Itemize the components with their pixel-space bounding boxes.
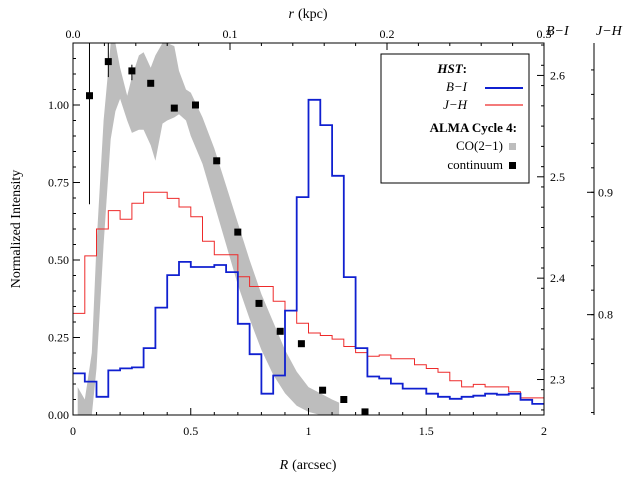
axes-ticks: 0 0.5 1 1.5 2 0.00 0.25 0.50 0.75 1.00 0.0 0.1 0.2 0.… — [48, 27, 613, 438]
x-tick-label-2: 2 — [541, 424, 547, 438]
right1-tick-label-2.3: 2.3 — [550, 373, 565, 387]
x-tick-label-1: 1 — [306, 424, 312, 438]
co-band — [77, 43, 340, 415]
legend-co-marker — [509, 143, 516, 150]
x-tick-label-1.5: 1.5 — [419, 424, 434, 438]
right1-tick-label-2.5: 2.5 — [550, 170, 565, 184]
continuum-point-8 — [255, 299, 263, 307]
top-tick-label-0.3: 0.3 — [537, 27, 552, 41]
continuum-point-7 — [234, 228, 242, 236]
continuum-point-1 — [104, 58, 112, 66]
continuum-point-5 — [192, 101, 199, 109]
continuum-point-0 — [86, 92, 93, 100]
legend-co-label: CO(2−1) — [456, 138, 503, 153]
y-tick-label-0.00: 0.00 — [48, 408, 69, 422]
top-tick-label-0.1: 0.1 — [223, 27, 238, 41]
continuum-point-12 — [340, 396, 348, 403]
x-axis-title: R (arcsec) — [279, 458, 337, 473]
jh-line — [73, 191, 544, 399]
y-axis-title: Normalized Intensity — [9, 170, 24, 289]
legend-jh-label: J−H — [443, 97, 468, 112]
legend-cont-marker — [509, 162, 516, 169]
legend-hst-title: HST: — [436, 61, 467, 76]
x-tick-label-0: 0 — [70, 424, 76, 438]
plot-area — [73, 43, 544, 416]
bi-line — [73, 98, 544, 405]
continuum-point-4 — [170, 104, 178, 112]
top-tick-label-0.2: 0.2 — [380, 27, 395, 41]
legend-cont-label: continuum — [447, 157, 503, 172]
continuum-point-11 — [319, 386, 327, 394]
top-tick-label-0.0: 0.0 — [66, 27, 81, 41]
legend: HST: B−I J−H ALMA Cycle 4: CO(2−1) conti… — [380, 53, 530, 184]
continuum-point-13 — [361, 408, 369, 416]
legend-box — [380, 53, 530, 184]
continuum-point-10 — [297, 340, 305, 348]
y-tick-label-0.75: 0.75 — [48, 176, 69, 190]
right-axis-2-title: J−H — [596, 24, 623, 39]
right-axis-1-title: B−I — [546, 24, 570, 39]
legend-alma-title: ALMA Cycle 4: — [430, 120, 517, 135]
y-tick-label-1.00: 1.00 — [48, 98, 69, 112]
continuum-point-3 — [147, 79, 155, 87]
right1-tick-label-2.4: 2.4 — [550, 271, 565, 285]
top-axis-title: r (kpc) — [289, 7, 328, 22]
continuum-point-9 — [276, 327, 284, 335]
legend-bi-label: B−I — [446, 79, 468, 94]
continuum-point-6 — [213, 157, 221, 165]
continuum-point-2 — [128, 67, 136, 75]
right2-tick-label-0.8: 0.8 — [598, 308, 613, 322]
right1-tick-label-2.6: 2.6 — [550, 68, 565, 82]
y-tick-label-0.50: 0.50 — [48, 253, 69, 267]
right2-tick-label-0.9: 0.9 — [598, 185, 613, 199]
y-tick-label-0.25: 0.25 — [48, 331, 69, 345]
x-tick-label-0.5: 0.5 — [183, 424, 198, 438]
